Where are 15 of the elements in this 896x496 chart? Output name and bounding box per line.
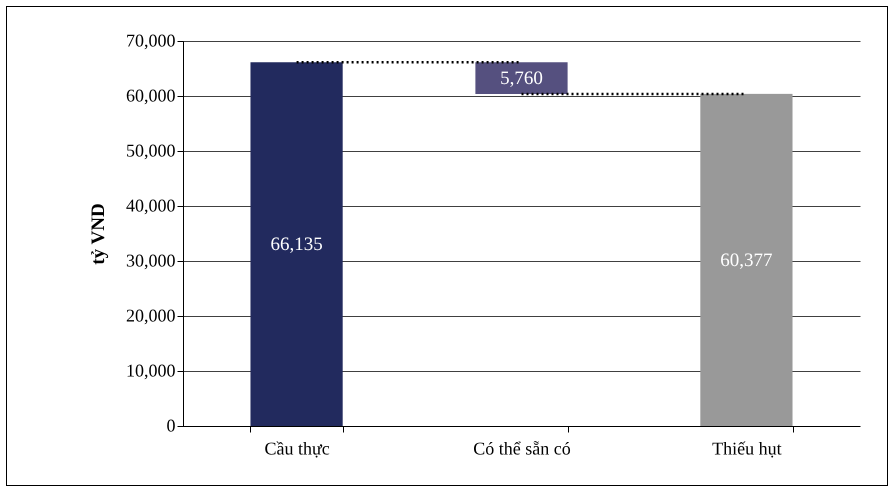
data-label: 5,760 [500, 68, 543, 90]
y-tick-label: 40,000 [126, 196, 176, 216]
y-tick-label: 30,000 [126, 250, 176, 270]
y-tick-label: 50,000 [126, 140, 176, 160]
y-axis-title: tỷ VND [88, 203, 109, 265]
y-tick-label: 10,000 [126, 360, 176, 380]
y-tick-label: 0 [166, 416, 176, 436]
y-tick-label: 70,000 [126, 30, 176, 50]
data-label: 60,377 [720, 250, 773, 271]
y-tick-label: 20,000 [126, 306, 176, 326]
data-label: 66,135 [270, 234, 323, 256]
y-tick-label: 60,000 [126, 86, 176, 106]
x-tick-label: Thiếu hụt [712, 438, 782, 458]
x-tick-label: Cầu thực [264, 438, 330, 458]
x-tick-label: Có thể sẵn có [473, 438, 571, 458]
